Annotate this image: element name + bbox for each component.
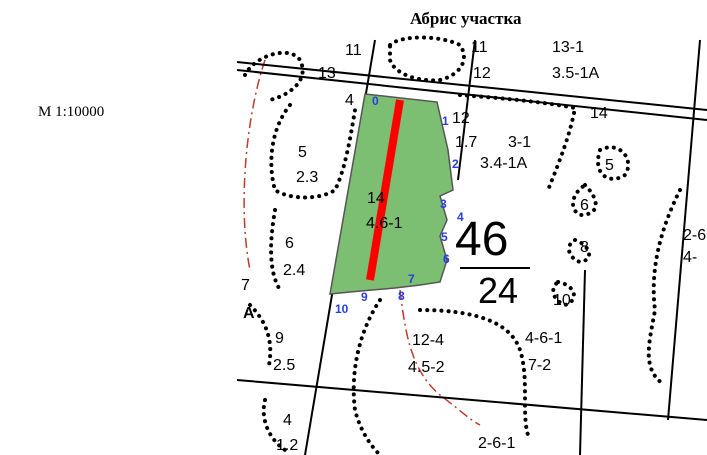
map-title: Абрис участка — [410, 9, 522, 28]
label-1.2: 1.2 — [276, 437, 298, 454]
label-4: 4 — [345, 92, 354, 109]
label-3-1: 3-1 — [508, 134, 531, 151]
label-12-4: 12-4 — [412, 332, 444, 349]
plot-taxation: 4.6-1 — [366, 215, 403, 232]
quarter-area: 24 — [478, 270, 518, 311]
label-11a: 11 — [345, 42, 362, 59]
label-2.3: 2.3 — [296, 169, 318, 186]
label-13: 13 — [318, 65, 336, 82]
label-4b: 4 — [283, 412, 292, 429]
plot-number: 14 — [367, 190, 385, 207]
label-3.4-1a: 3.4-1A — [480, 155, 527, 172]
point-label-1: 1 — [442, 114, 449, 128]
point-label-8: 8 — [398, 289, 405, 303]
point-label-3: 3 — [440, 197, 447, 211]
label-4-6-1: 4-6-1 — [525, 330, 562, 347]
label-2.4: 2.4 — [283, 262, 305, 279]
point-label-9: 9 — [361, 290, 368, 304]
label-6: 6 — [285, 235, 294, 252]
label-4.5-2: 4.5-2 — [408, 359, 445, 376]
label-14-right: 14 — [590, 105, 608, 122]
label-2-6-right: 2-6 — [683, 227, 706, 244]
label-12b: 12 — [452, 110, 470, 127]
point-label-4: 4 — [457, 210, 464, 224]
map-scale: М 1:10000 — [38, 104, 105, 120]
label-1.7: 1.7 — [455, 134, 477, 151]
taxation-labels: 11 11 13-1 12 3.5-1A 13 4 14 12 1.7 3-1 … — [241, 39, 706, 454]
label-9: 9 — [275, 330, 284, 347]
label-5-right: 5 — [605, 157, 614, 174]
road — [243, 59, 481, 426]
label-a: A — [243, 305, 255, 322]
point-label-10: 10 — [335, 302, 349, 316]
point-label-7: 7 — [408, 272, 415, 286]
label-11b: 11 — [471, 39, 488, 56]
label-4-right: 4- — [683, 249, 697, 266]
boundary-points: 0 1 2 3 4 5 6 7 8 9 10 — [335, 94, 464, 316]
point-label-5: 5 — [441, 230, 448, 244]
plot-polygon[interactable] — [329, 93, 454, 295]
label-2.5: 2.5 — [273, 357, 295, 374]
label-12: 12 — [473, 65, 491, 82]
point-label-6: 6 — [443, 252, 450, 266]
point-label-2: 2 — [452, 157, 459, 171]
plot-axis-line — [366, 99, 404, 281]
label-6-right: 6 — [580, 197, 589, 214]
label-8-right: 8 — [580, 239, 589, 256]
label-7-2: 7-2 — [528, 357, 551, 374]
contour-boundaries — [243, 35, 682, 455]
label-7: 7 — [241, 277, 250, 294]
label-3.5-1a: 3.5-1A — [552, 65, 599, 82]
quarter-number: 46 — [455, 213, 508, 266]
point-label-0: 0 — [372, 94, 379, 108]
label-13-1: 13-1 — [552, 39, 584, 56]
label-2-6-1: 2-6-1 — [478, 435, 515, 452]
label-5: 5 — [298, 144, 307, 161]
label-10-right: 10 — [553, 292, 571, 309]
